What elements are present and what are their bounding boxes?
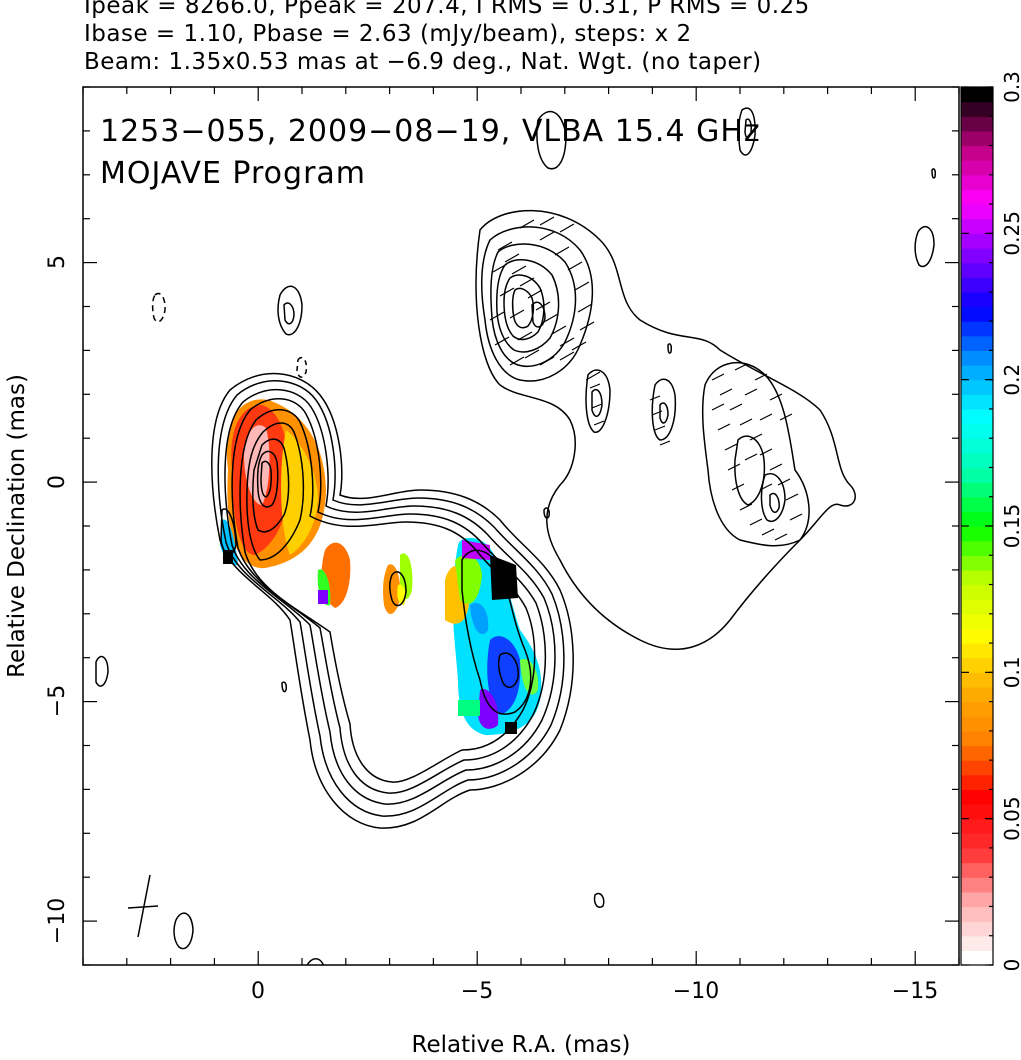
colorbar-tick-label: 0 [1000, 959, 1021, 972]
x-tick-label: −10 [673, 979, 719, 1004]
colorbar [961, 87, 993, 966]
colorbar-segment [961, 643, 993, 659]
colorbar-segment [961, 906, 993, 922]
colorbar-segment [961, 701, 993, 717]
colorbar-segment [961, 613, 993, 630]
colorbar-ticks [961, 86, 993, 966]
y-axis-label: Relative Declination (mas) [4, 374, 30, 678]
colorbar-tick-label: 0.25 [1000, 211, 1021, 256]
x-tick-label: −15 [892, 979, 938, 1004]
colorbar-segment [961, 847, 993, 864]
plot-frame [82, 86, 960, 966]
colorbar-segment [961, 833, 993, 849]
knot-2-polarization-patch [383, 553, 413, 615]
y-tick-label: −10 [45, 898, 70, 944]
colorbar-segment [961, 452, 993, 469]
colorbar-segment [961, 394, 993, 410]
colorbar-segment [961, 87, 993, 103]
colorbar-segment [961, 379, 993, 395]
colorbar-segment [961, 482, 993, 498]
y-tick-label: 0 [45, 475, 70, 489]
colorbar-segment [961, 511, 993, 527]
colorbar-tick-label: 0.2 [1000, 364, 1021, 396]
colorbar-segment [961, 291, 993, 308]
x-axis-label: Relative R.A. (mas) [412, 1032, 631, 1058]
colorbar-segment [961, 760, 993, 776]
colorbar-segment [961, 262, 993, 278]
colorbar-segment [961, 145, 993, 161]
source-annotation: 1253−055, 2009−08−19, VLBA 15.4 GHz [100, 114, 761, 149]
colorbar-segment [961, 277, 993, 293]
colorbar-segment [961, 321, 993, 337]
evpa-vectors [489, 216, 803, 541]
colorbar-segment [961, 891, 993, 908]
colorbar-segment [961, 526, 993, 542]
colorbar-segment [961, 628, 993, 644]
colorbar-segment [961, 174, 993, 191]
program-annotation: MOJAVE Program [100, 156, 366, 191]
colorbar-segment [961, 921, 993, 937]
colorbar-segment [961, 877, 993, 893]
colorbar-segment [961, 467, 993, 483]
colorbar-segment [961, 438, 993, 454]
colorbar-segment [961, 116, 993, 132]
colorbar-tick-label: 0.1 [1000, 656, 1021, 688]
colorbar-segment [961, 218, 993, 234]
colorbar-segment [961, 101, 993, 117]
x-tick-labels: 0 −5 −10 −15 [251, 979, 938, 1004]
knot-1-polarization-patch [317, 542, 351, 608]
colorbar-segment [961, 189, 993, 205]
colorbar-segment [961, 672, 993, 688]
colorbar-segment [961, 365, 993, 381]
colorbar-segment [961, 716, 993, 732]
y-tick-label: 5 [45, 255, 70, 269]
colorbar-segment [961, 306, 993, 322]
x-tick-label: −5 [461, 979, 493, 1004]
colorbar-segment [961, 862, 993, 878]
colorbar-segment [961, 789, 993, 805]
knot-3-polarization-patch [445, 537, 542, 735]
beam-marker [127, 874, 159, 938]
header-beam-line: Beam: 1.35x0.53 mas at −6.9 deg., Nat. W… [84, 49, 762, 75]
colorbar-segment [961, 774, 993, 790]
colorbar-segment [961, 804, 993, 820]
colorbar-segment [961, 540, 993, 556]
colorbar-segment [961, 686, 993, 703]
colorbar-segment [961, 496, 993, 512]
colorbar-segment [961, 233, 993, 249]
x-tick-label: 0 [251, 979, 265, 1004]
colorbar-segment [961, 160, 993, 176]
intensity-contours [95, 107, 936, 965]
axis-ticks [82, 86, 960, 966]
y-tick-label: −5 [45, 685, 70, 717]
colorbar-tick-label: 0.15 [1000, 504, 1021, 549]
colorbar-segment [961, 204, 993, 220]
header-base-line: Ibase = 1.10, Pbase = 2.63 (mJy/beam), s… [84, 21, 692, 47]
colorbar-segment [961, 569, 993, 586]
colorbar-tick-labels: 0 0.05 0.1 0.15 0.2 0.25 0.3 [1000, 71, 1021, 971]
colorbar-segment [961, 657, 993, 673]
header-stats-line: Ipeak = 8266.0, Ppeak = 207.4, I RMS = 0… [84, 0, 810, 19]
y-tick-labels: 5 0 −5 −10 [45, 255, 70, 944]
colorbar-segment [961, 935, 993, 951]
colorbar-tick-label: 0.05 [1000, 796, 1021, 841]
colorbar-segment [961, 730, 993, 747]
colorbar-segment [961, 335, 993, 351]
colorbar-segment [961, 745, 993, 761]
colorbar-segment [961, 423, 993, 439]
colorbar-segment [961, 130, 993, 147]
colorbar-segment [961, 408, 993, 425]
colorbar-segment [961, 599, 993, 615]
colorbar-tick-label: 0.3 [1000, 71, 1021, 103]
colorbar-segment [961, 818, 993, 834]
colorbar-segment [961, 950, 993, 966]
polarization-image [220, 399, 542, 735]
colorbar-segment [961, 584, 993, 600]
colorbar-segment [961, 247, 993, 264]
colorbar-segment [961, 555, 993, 571]
colorbar-segment [961, 350, 993, 366]
